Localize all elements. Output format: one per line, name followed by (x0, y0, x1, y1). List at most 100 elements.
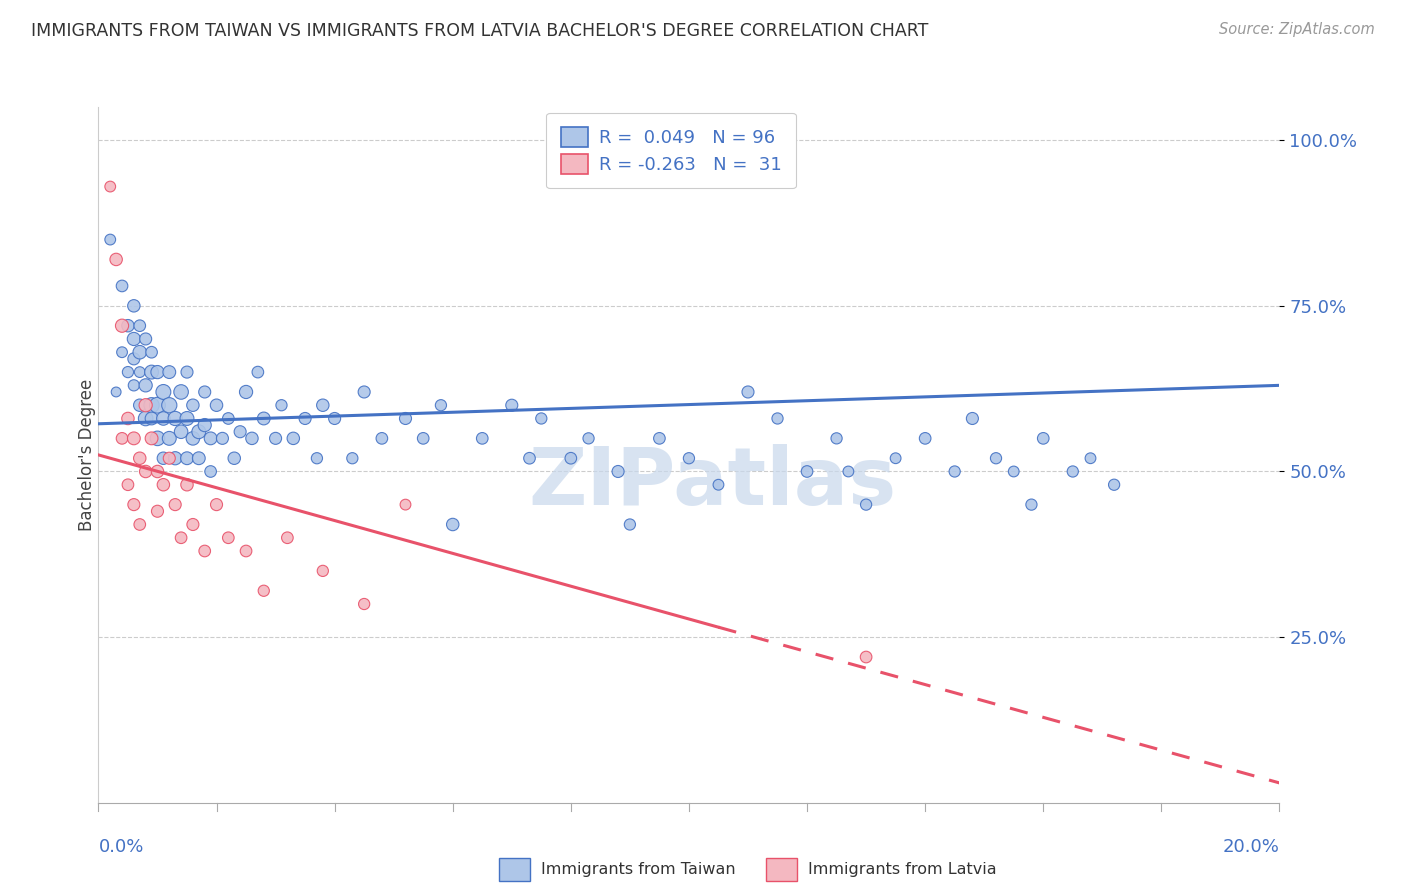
Point (157, 451, 180, 466)
Point (170, 531, 193, 545)
Text: 20.0%: 20.0% (1223, 838, 1279, 855)
Point (111, 345, 134, 359)
Point (117, 477, 139, 491)
Point (707, 477, 730, 491)
Point (181, 398, 204, 412)
Point (141, 365, 163, 379)
Point (122, 498, 145, 512)
Point (111, 318, 134, 333)
Point (157, 431, 180, 445)
Point (128, 345, 150, 359)
Point (235, 544, 257, 558)
Point (837, 465, 859, 479)
Point (141, 398, 163, 412)
Point (194, 544, 217, 558)
Point (194, 418, 217, 433)
Point (825, 431, 848, 445)
Point (962, 411, 984, 425)
Point (205, 398, 228, 412)
Point (111, 279, 134, 293)
Point (884, 451, 907, 466)
Point (128, 398, 150, 412)
Point (205, 498, 228, 512)
Point (678, 451, 700, 466)
Point (146, 504, 169, 518)
Point (560, 451, 582, 466)
Point (200, 431, 222, 445)
Point (519, 451, 541, 466)
Point (371, 431, 394, 445)
Text: Source: ZipAtlas.com: Source: ZipAtlas.com (1219, 22, 1375, 37)
Point (128, 517, 150, 532)
Point (146, 398, 169, 412)
Point (323, 411, 346, 425)
Point (165, 451, 187, 466)
Point (240, 431, 263, 445)
Point (165, 411, 187, 425)
Point (305, 451, 328, 466)
Point (914, 431, 936, 445)
Point (394, 411, 416, 425)
Point (270, 398, 292, 412)
Point (170, 384, 193, 399)
Point (105, 384, 128, 399)
Point (1080, 451, 1102, 466)
Point (796, 465, 818, 479)
Point (855, 498, 877, 512)
Point (1021, 498, 1043, 512)
Text: Immigrants from Taiwan: Immigrants from Taiwan (541, 863, 735, 877)
Point (607, 465, 630, 479)
Point (135, 465, 157, 479)
Point (412, 431, 434, 445)
Point (152, 477, 174, 491)
Point (128, 451, 150, 466)
Point (648, 431, 671, 445)
Point (135, 332, 157, 346)
Point (117, 318, 139, 333)
Point (353, 597, 375, 611)
Point (122, 332, 145, 346)
Y-axis label: Bachelor's Degree: Bachelor's Degree (79, 379, 96, 531)
Point (141, 345, 163, 359)
Point (105, 252, 128, 267)
Point (141, 431, 163, 445)
Point (200, 465, 222, 479)
Text: ZIPatlas: ZIPatlas (529, 443, 897, 522)
Point (98, 233, 121, 247)
Point (353, 384, 375, 399)
Point (128, 365, 150, 379)
Point (276, 531, 298, 545)
Text: Immigrants from Latvia: Immigrants from Latvia (808, 863, 997, 877)
Point (984, 451, 1007, 466)
Point (312, 564, 335, 578)
Point (253, 411, 276, 425)
Point (578, 431, 600, 445)
Point (117, 365, 139, 379)
Text: IMMIGRANTS FROM TAIWAN VS IMMIGRANTS FROM LATVIA BACHELOR'S DEGREE CORRELATION C: IMMIGRANTS FROM TAIWAN VS IMMIGRANTS FRO… (31, 22, 928, 40)
Point (135, 378, 157, 392)
Point (264, 431, 287, 445)
Point (152, 451, 174, 466)
Point (146, 465, 169, 479)
Point (152, 411, 174, 425)
Point (766, 411, 789, 425)
Point (165, 498, 187, 512)
Point (737, 384, 759, 399)
Point (181, 517, 204, 532)
Point (1032, 431, 1054, 445)
Point (342, 451, 364, 466)
Point (501, 398, 523, 412)
Point (111, 431, 134, 445)
Point (1062, 465, 1084, 479)
Point (98, 179, 121, 194)
Point (170, 425, 193, 439)
Point (181, 431, 204, 445)
Point (394, 498, 416, 512)
Point (217, 531, 239, 545)
Point (246, 365, 269, 379)
Point (283, 431, 305, 445)
Point (430, 398, 453, 412)
Point (211, 431, 233, 445)
Point (471, 431, 494, 445)
Point (229, 425, 252, 439)
